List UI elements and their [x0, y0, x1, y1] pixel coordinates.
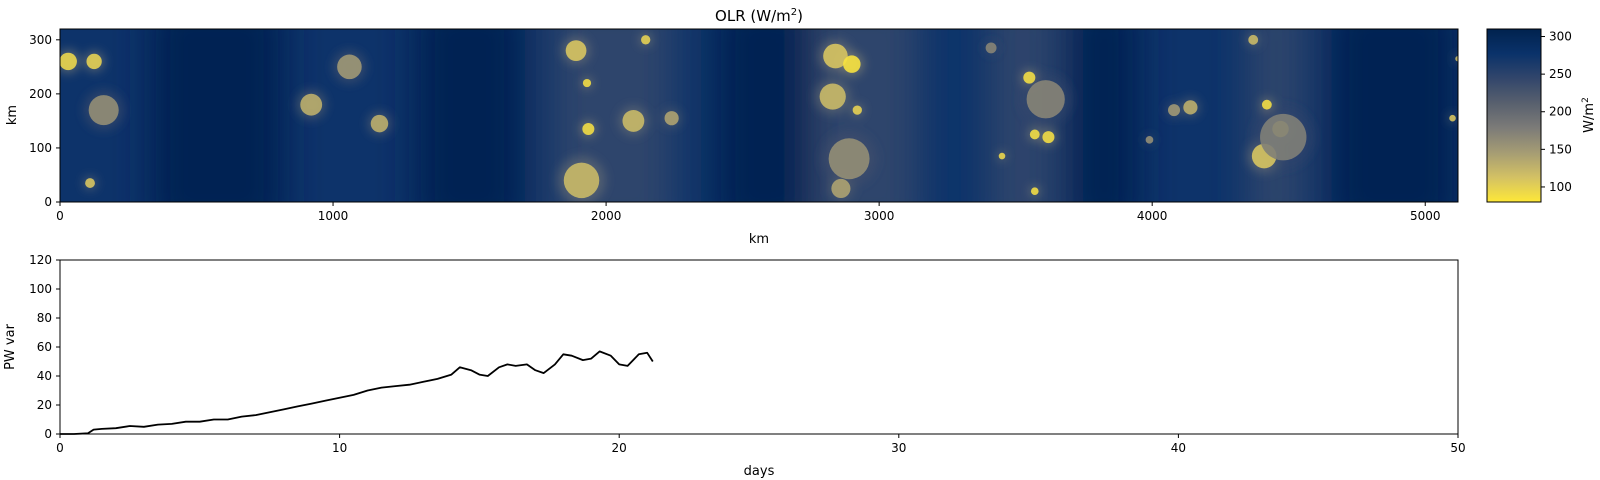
olr-cloud-cell: [1248, 34, 1259, 45]
olr-cloud-cell: [582, 78, 592, 88]
olr-cloud-cell: [998, 152, 1006, 160]
olr-x-tick-label: 3000: [864, 209, 895, 223]
pw-y-tick-label: 0: [44, 427, 52, 441]
olr-cloud-cell: [622, 109, 645, 132]
olr-cloud-cell: [1042, 131, 1055, 144]
pw-y-tick-label: 40: [37, 369, 52, 383]
pw-x-ticks: 0 10 20 30 40 50: [56, 434, 1466, 455]
olr-clear-band: [715, 29, 811, 202]
colorbar-tick-label: 300: [1549, 30, 1572, 44]
olr-x-tick-label: 2000: [591, 209, 622, 223]
pw-x-tick-label: 20: [612, 441, 627, 455]
olr-x-tick-label: 4000: [1137, 209, 1168, 223]
olr-cloud-cell: [831, 178, 851, 199]
olr-cloud-cell: [300, 93, 323, 116]
olr-cloud-cell: [823, 43, 848, 69]
colorbar-label: W/m2: [1581, 97, 1597, 133]
olr-cloud-cell: [1261, 99, 1272, 110]
colorbar-tick-label: 150: [1549, 142, 1572, 156]
olr-cloud-cell: [641, 35, 651, 45]
olr-y-tick-label: 0: [44, 195, 52, 209]
pw-y-tick-label: 60: [37, 340, 52, 354]
olr-axes-frame: [59, 28, 1459, 203]
olr-cloud-cell: [985, 42, 997, 54]
pw-x-tick-label: 40: [1171, 441, 1186, 455]
pw-x-label: days: [744, 464, 775, 479]
olr-cloud-cell: [86, 53, 102, 70]
pw-y-tick-label: 100: [29, 282, 52, 296]
olr-heatmap-panel: OLR (W/m2) 0 1000 2000 3000 4000 5000 0 100 200…: [5, 7, 1459, 247]
olr-cloud-cell: [828, 138, 870, 180]
colorbar-scale: [1486, 28, 1542, 203]
olr-title: OLR (W/m2): [715, 7, 803, 25]
olr-cloud-cell: [1145, 136, 1154, 144]
pw-y-tick-label: 80: [37, 311, 52, 325]
olr-x-tick-label: 1000: [318, 209, 349, 223]
pw-var-panel: 0 10 20 30 40 50 0 20 40 60 80 100 120 days PW var: [3, 253, 1466, 479]
pw-y-label: PW var: [3, 323, 18, 369]
pw-y-ticks: 0 20 40 60 80 100 120: [29, 253, 60, 441]
olr-cloud-cell: [337, 54, 362, 80]
pw-var-series-line: [60, 350, 654, 435]
olr-cloud-cell: [582, 123, 595, 136]
olr-cloud-cell: [1449, 114, 1456, 122]
olr-cloud-cell: [565, 40, 587, 62]
olr-cloud-cell: [1026, 80, 1065, 119]
pw-x-tick-label: 30: [891, 441, 906, 455]
olr-cloud-cell: [370, 114, 389, 133]
olr-cloud-cell: [60, 52, 77, 71]
olr-x-tick-label: 5000: [1410, 209, 1441, 223]
pw-y-tick-label: 120: [29, 253, 52, 267]
olr-y-tick-label: 300: [29, 33, 52, 47]
pw-x-tick-label: 10: [332, 441, 347, 455]
olr-moist-band: [810, 29, 921, 202]
olr-cloud-cell: [1455, 56, 1458, 62]
olr-y-label: km: [5, 105, 20, 125]
olr-cloud-cell: [88, 95, 119, 126]
olr-cloud-cell: [852, 105, 862, 115]
olr-cloud-cell: [1030, 187, 1039, 196]
olr-y-tick-label: 200: [29, 87, 52, 101]
olr-cloud-cell: [85, 178, 95, 188]
olr-x-tick-label: 0: [56, 209, 64, 223]
olr-cloud-cell: [1260, 113, 1307, 161]
pw-y-tick-label: 20: [37, 398, 52, 412]
olr-cloud-cell: [1029, 129, 1040, 140]
olr-clear-band: [414, 29, 525, 202]
pw-x-tick-label: 50: [1450, 441, 1465, 455]
olr-y-ticks: 0 100 200 300: [29, 33, 60, 209]
olr-clear-band: [1070, 29, 1139, 202]
olr-field: [60, 29, 1458, 202]
colorbar: 100 150 200 250 300 W/m2: [1486, 28, 1597, 203]
olr-x-ticks: 0 1000 2000 3000 4000 5000: [56, 202, 1441, 223]
colorbar-tick-label: 250: [1549, 67, 1572, 81]
colorbar-tick-label: 200: [1549, 105, 1572, 119]
olr-cloud-cell: [563, 162, 600, 199]
olr-cloud-cell: [1168, 104, 1181, 117]
olr-cloud-cell: [1183, 100, 1198, 115]
colorbar-ticks: 100 150 200 250 300: [1541, 30, 1572, 194]
olr-y-tick-label: 100: [29, 141, 52, 155]
olr-cloud-cells: [60, 34, 1458, 199]
olr-cloud-cell: [1023, 71, 1036, 84]
pw-axes-frame: [59, 259, 1459, 435]
olr-x-label: km: [749, 232, 769, 247]
olr-clear-band: [1329, 29, 1458, 202]
pw-x-tick-label: 0: [56, 441, 64, 455]
olr-cloud-cell: [843, 55, 861, 73]
olr-clear-band: [150, 29, 284, 202]
colorbar-tick-label: 100: [1549, 180, 1572, 194]
olr-cloud-cell: [664, 111, 679, 126]
olr-cloud-cell: [819, 83, 846, 110]
